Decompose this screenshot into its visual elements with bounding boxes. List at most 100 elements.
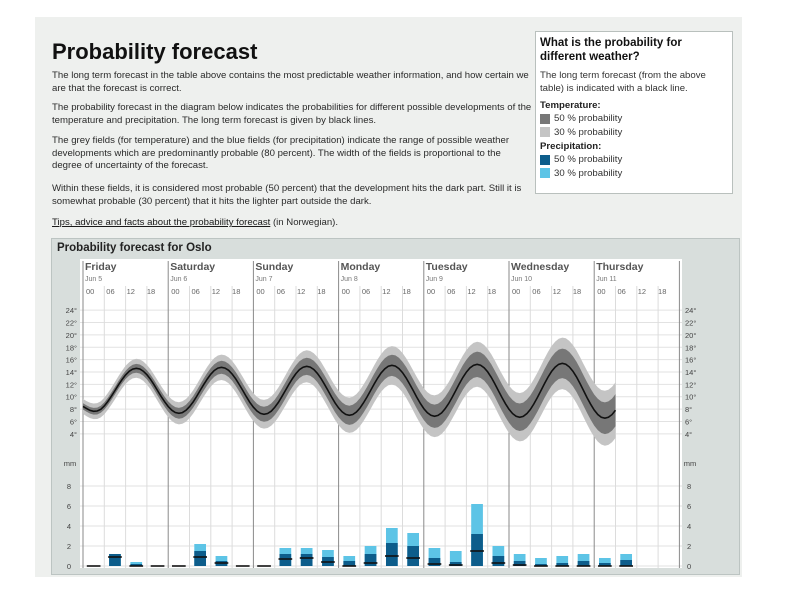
temperature-legend-title: Temperature: (540, 100, 601, 111)
hour-label: 06 (106, 287, 114, 296)
tips-link[interactable]: Tips, advice and facts about the probabi… (52, 217, 271, 228)
temp-tick-right: 10° (685, 393, 696, 402)
temp-tick-right: 22° (685, 319, 696, 328)
precip-bar-50 (194, 551, 207, 566)
temp-tick-left: 16° (66, 356, 77, 365)
temp-30-swatch (540, 127, 550, 138)
day-label: Thursday (596, 261, 643, 273)
hour-label: 12 (553, 287, 561, 296)
page: Probability forecast The long term forec… (35, 17, 742, 577)
precip-tick-left: 4 (67, 522, 71, 531)
legend-label: 30 % probability (554, 167, 623, 179)
temp-tick-right: 14° (685, 368, 696, 377)
fields-paragraph: The grey fields (for temperature) and th… (52, 135, 510, 172)
hour-label: 06 (447, 287, 455, 296)
probability-paragraph: Within these fields, it is considered mo… (52, 183, 522, 207)
hour-label: 06 (617, 287, 625, 296)
date-label: Jun 6 (170, 276, 187, 283)
hour-label: 18 (488, 287, 496, 296)
precip-tick-left: 6 (67, 502, 71, 511)
precip-bar-50 (407, 546, 420, 566)
temp-tick-right: 8° (685, 405, 692, 414)
hour-label: 12 (297, 287, 305, 296)
hour-label: 06 (532, 287, 540, 296)
intro-paragraph: The long term forecast in the table abov… (52, 70, 529, 94)
temp-tick-left: 14° (66, 368, 77, 377)
precip-tick-left: 0 (67, 562, 71, 571)
tips-paragraph: Tips, advice and facts about the probabi… (52, 217, 532, 230)
precip-tick-right: 8 (687, 482, 691, 491)
date-label: Jun 5 (85, 276, 102, 283)
chart-title: Probability forecast for Oslo (57, 242, 212, 254)
temp-tick-right: 6° (685, 417, 692, 426)
temp-tick-left: 10° (66, 393, 77, 402)
precip-50-swatch (540, 154, 550, 165)
diagram-paragraph: The probability forecast in the diagram … (52, 102, 532, 126)
info-text: The long term forecast (from the above t… (540, 70, 706, 94)
precip-bar-30 (513, 554, 526, 566)
temp-tick-left: 6° (70, 417, 77, 426)
precip-tick-left: 2 (67, 542, 71, 551)
date-label: Jun 10 (511, 276, 532, 283)
date-label: Jun 11 (596, 276, 617, 283)
precip-bar-50 (300, 554, 313, 566)
temp-tick-left: 20° (66, 331, 77, 340)
precip-bar-30 (535, 558, 547, 566)
day-label: Saturday (170, 261, 215, 273)
hour-label: 12 (212, 287, 220, 296)
temp-tick-left: 24° (66, 306, 77, 315)
hour-label: 18 (147, 287, 155, 296)
precip-tick-right: 4 (687, 522, 691, 531)
legend-label: 50 % probability (554, 113, 623, 125)
hour-label: 00 (342, 287, 350, 296)
legend-precip-30: 30 % probability (540, 167, 728, 181)
hour-label: 18 (317, 287, 325, 296)
hour-label: 18 (232, 287, 240, 296)
date-label: Jun 8 (341, 276, 358, 283)
precip-bar-50 (598, 563, 611, 566)
precip-bar-50 (279, 554, 292, 566)
temp-tick-right: 24° (685, 306, 696, 315)
hour-label: 00 (171, 287, 179, 296)
day-label: Wednesday (511, 261, 569, 273)
temp-tick-left: 18° (66, 343, 77, 352)
precipitation-legend-title: Precipitation: (540, 141, 602, 152)
precip-bar-50 (535, 564, 547, 566)
hour-label: 00 (256, 287, 264, 296)
probability-info-box: What is the probability for different we… (535, 31, 733, 194)
precip-bar-50 (577, 561, 590, 566)
hour-label: 00 (427, 287, 435, 296)
precip-bar-50 (364, 554, 377, 566)
day-label: Tuesday (426, 261, 468, 273)
precip-bar-50 (471, 534, 483, 566)
precip-bar-30 (449, 551, 462, 566)
hour-label: 18 (658, 287, 666, 296)
precip-30-swatch (540, 168, 550, 179)
info-title: What is the probability for different we… (540, 37, 682, 63)
precip-bar-50 (513, 561, 526, 566)
temp-median-line (82, 362, 617, 420)
precip-bar-30 (577, 554, 590, 566)
date-label: Jun 9 (426, 276, 443, 283)
legend-label: 50 % probability (554, 154, 623, 166)
hour-label: 12 (638, 287, 646, 296)
precip-bar-30 (428, 548, 441, 566)
precip-bar-50 (449, 562, 462, 566)
precip-tick-right: 6 (687, 502, 691, 511)
hour-label: 06 (277, 287, 285, 296)
date-label: Jun 7 (255, 276, 272, 283)
precip-bar-50 (343, 561, 356, 566)
precip-unit-left: mm (64, 459, 77, 468)
hour-label: 06 (362, 287, 370, 296)
temp-tick-left: 4° (70, 430, 77, 439)
hour-label: 12 (382, 287, 390, 296)
day-label: Friday (85, 261, 117, 273)
precip-bar-50 (620, 560, 633, 566)
hour-label: 00 (86, 287, 94, 296)
temp-50-swatch (540, 113, 550, 124)
precip-bar-50 (428, 558, 441, 566)
precip-bar-50 (130, 564, 143, 566)
precip-bar-50 (385, 543, 398, 566)
hour-label: 18 (573, 287, 581, 296)
